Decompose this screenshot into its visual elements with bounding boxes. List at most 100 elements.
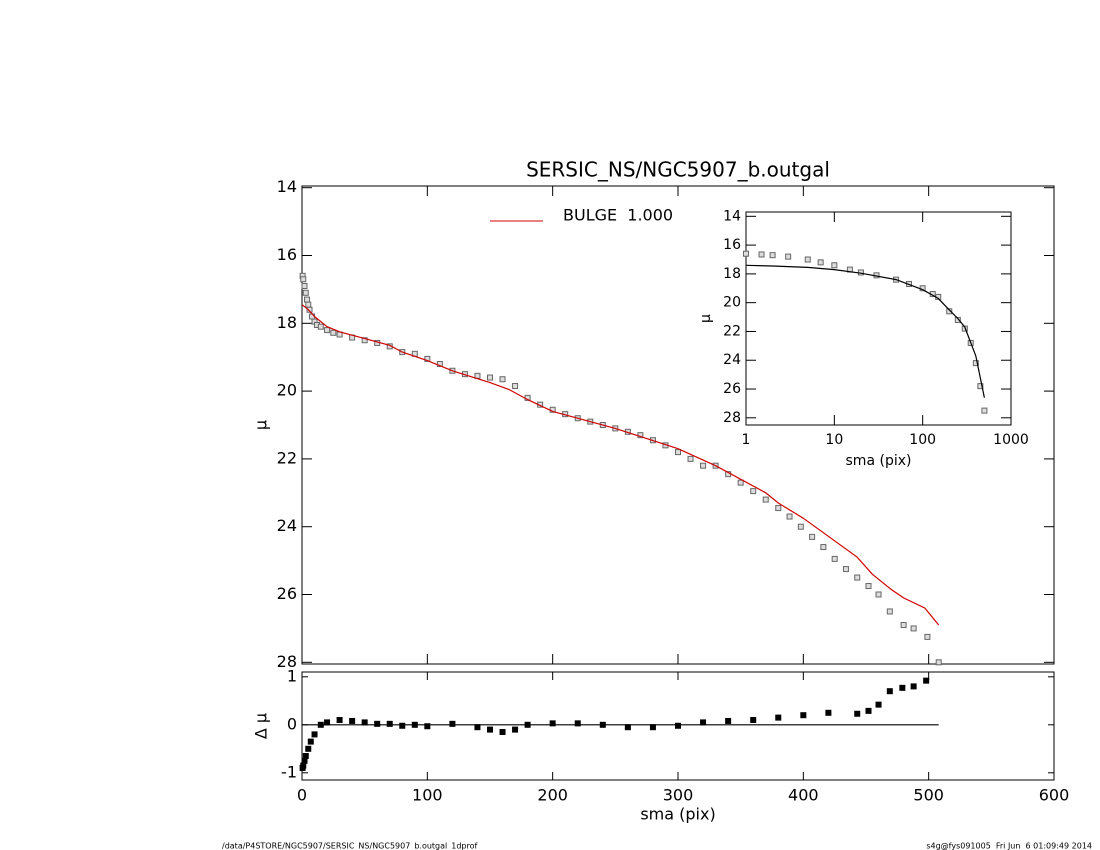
x-tick-label: 300 — [663, 786, 694, 805]
data-point — [797, 523, 804, 530]
y-tick-label: 26 — [723, 381, 741, 397]
data-point — [910, 683, 917, 690]
data-point — [875, 701, 882, 708]
data-point — [737, 479, 744, 486]
data-point — [758, 251, 765, 258]
data-point — [499, 729, 506, 735]
data-point — [886, 688, 893, 695]
data-point — [687, 455, 694, 462]
y-tick-label: 1 — [287, 666, 297, 685]
data-point — [785, 253, 792, 260]
data-point — [305, 745, 312, 752]
data-point — [725, 717, 732, 724]
data-point — [361, 719, 368, 726]
data-point — [324, 327, 331, 334]
x-tick-label: 1 — [742, 432, 751, 448]
x-tick-label: 200 — [537, 786, 568, 805]
x-axis-label: sma (pix) — [640, 805, 715, 824]
data-point — [487, 726, 493, 733]
data-point — [700, 462, 707, 469]
y-tick-label: 0 — [287, 714, 297, 733]
data-point — [817, 259, 824, 266]
data-point — [750, 488, 757, 495]
data-point — [317, 323, 324, 330]
data-point — [474, 724, 481, 731]
data-point — [499, 376, 506, 383]
y-tick-label: 24 — [723, 352, 741, 368]
data-point — [831, 555, 838, 562]
data-point — [854, 574, 861, 581]
data-point — [954, 316, 961, 323]
x-tick-label: 10 — [825, 432, 843, 448]
data-point — [842, 566, 849, 573]
data-point — [512, 726, 519, 733]
data-point — [307, 738, 314, 745]
data-point — [769, 252, 776, 259]
data-point — [649, 724, 656, 731]
data-point — [424, 355, 431, 362]
y-tick-label: 24 — [277, 516, 297, 535]
y-axis-label: Δ μ — [252, 713, 271, 739]
y-tick-label: 18 — [723, 266, 741, 282]
data-point — [300, 762, 307, 769]
data-point — [865, 583, 872, 590]
data-point — [700, 719, 707, 726]
data-point — [624, 724, 631, 731]
data-point — [302, 289, 309, 296]
data-point — [831, 262, 838, 269]
data-point — [349, 717, 356, 724]
x-tick-label: 1000 — [993, 432, 1029, 448]
y-tick-label: 14 — [723, 208, 741, 224]
data-point — [424, 723, 431, 730]
data-point — [800, 712, 807, 719]
data-point — [301, 757, 308, 764]
data-point — [743, 250, 749, 257]
data-point — [302, 753, 309, 759]
footer-path: /data/P4STORE/NGC5907/SERSIC_NS/NGC5907_… — [222, 842, 478, 850]
x-axis-label: sma (pix) — [846, 453, 912, 469]
data-point — [786, 513, 793, 520]
model-line — [745, 264, 985, 398]
y-tick-label: 20 — [723, 295, 741, 311]
y-axis-label: μ — [252, 420, 271, 430]
data-point — [923, 677, 930, 684]
x-tick-label: 100 — [412, 786, 443, 805]
data-point — [820, 544, 827, 551]
data-point — [361, 337, 368, 344]
y-tick-label: 14 — [277, 177, 297, 196]
y-tick-label: 16 — [723, 237, 741, 253]
chart-title: SERSIC_NS/NGC5907_b.outgal — [526, 158, 830, 182]
data-point — [762, 496, 769, 503]
data-point — [675, 722, 681, 729]
x-tick-label: 500 — [913, 786, 944, 805]
x-tick-label: 100 — [909, 432, 936, 448]
y-tick-label: 16 — [277, 245, 297, 264]
data-point — [750, 717, 757, 723]
data-point — [675, 449, 681, 456]
data-point — [900, 622, 907, 629]
data-point — [574, 720, 581, 727]
data-point — [775, 505, 782, 512]
data-point — [487, 374, 493, 381]
y-tick-label: -1 — [281, 762, 297, 781]
data-point — [436, 360, 443, 367]
data-point — [886, 608, 893, 615]
x-tick-label: 600 — [1039, 786, 1070, 805]
data-point — [875, 591, 882, 598]
data-point — [924, 633, 931, 640]
data-point — [946, 308, 953, 315]
legend-label: BULGE 1.000 — [563, 206, 673, 225]
data-point — [809, 533, 816, 540]
data-point — [865, 707, 872, 714]
y-tick-label: 28 — [723, 410, 741, 426]
data-point — [825, 709, 832, 716]
y-tick-label: 18 — [277, 313, 297, 332]
data-point — [336, 717, 343, 723]
data-point — [305, 301, 312, 308]
y-tick-label: 28 — [277, 652, 297, 671]
data-point — [300, 276, 307, 283]
data-point — [304, 296, 311, 303]
data-point — [899, 684, 906, 691]
data-point — [330, 329, 337, 336]
